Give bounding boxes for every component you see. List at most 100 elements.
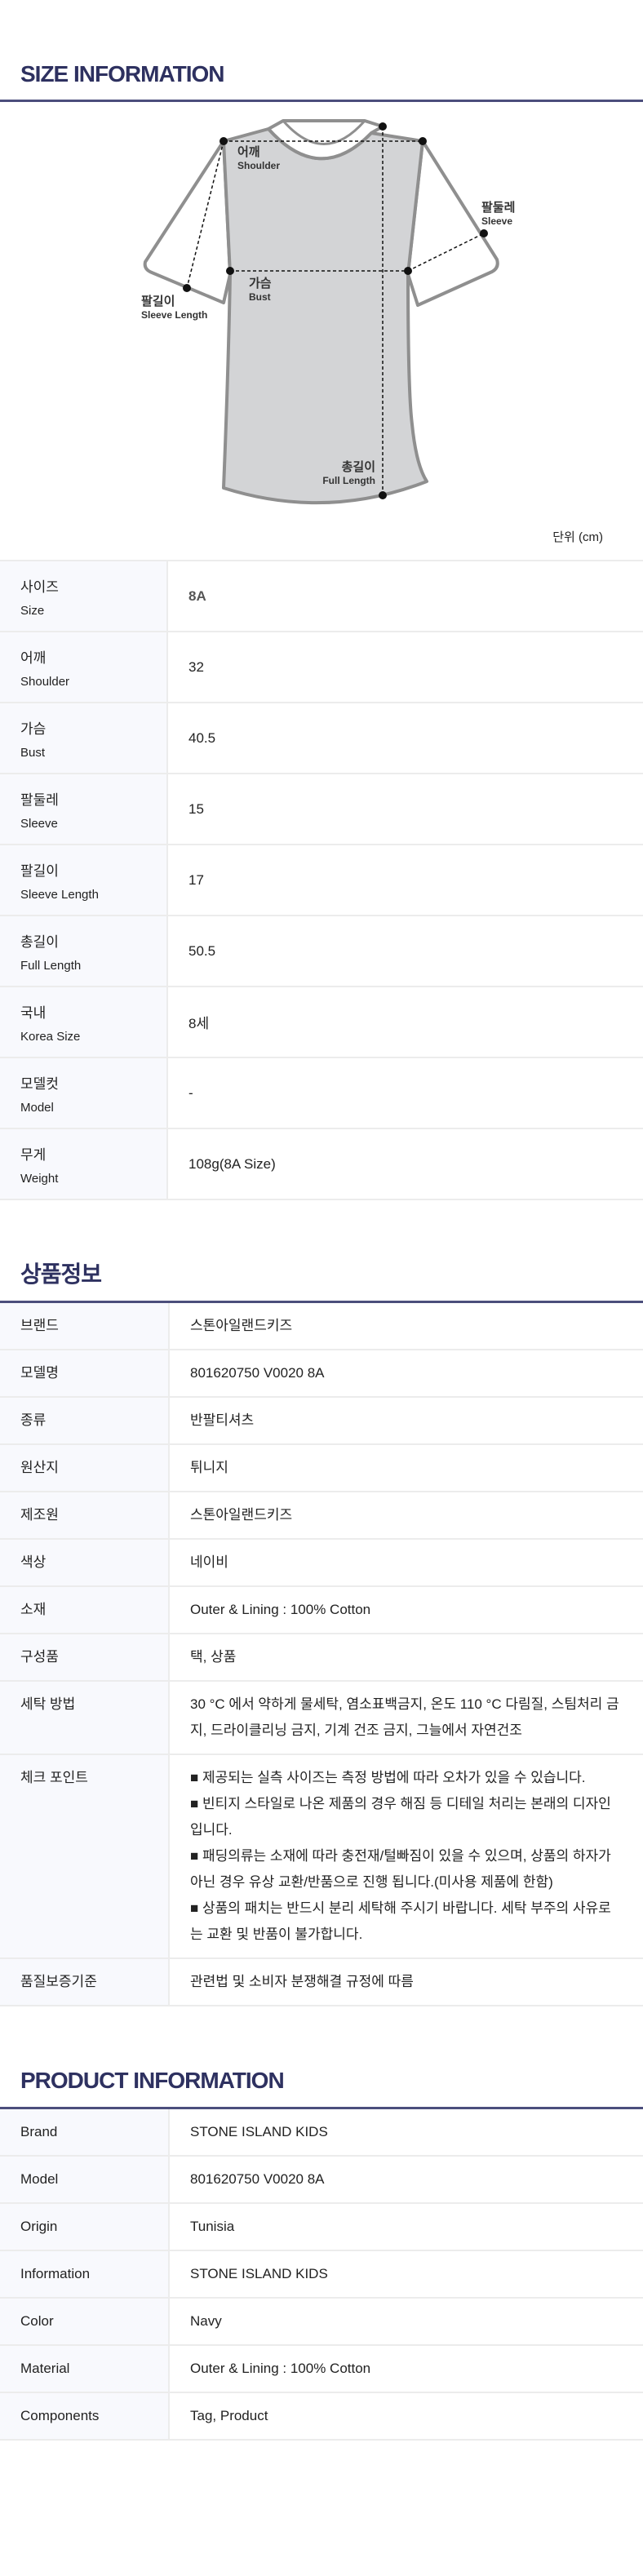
measure-point (480, 229, 488, 237)
row-label-ko: 어깨 (20, 650, 47, 666)
row-label: Material (0, 2346, 170, 2392)
product-info-ko-section: 상품정보 브랜드 스톤아일랜드키즈 모델명 801620750 V0020 8A 종… (0, 1200, 643, 2006)
row-value: 스톤아일랜드키즈 (190, 1507, 293, 1523)
left-sleeve (143, 140, 232, 304)
table-row: 브랜드 스톤아일랜드키즈 (0, 1303, 643, 1350)
table-row: Information STONE ISLAND KIDS (0, 2251, 643, 2299)
table-row: Brand STONE ISLAND KIDS (0, 2109, 643, 2157)
divider (0, 100, 643, 102)
check-point-list: ■ 제공되는 실측 사이즈는 측정 방법에 따라 오차가 있을 수 있습니다. … (170, 1755, 643, 1957)
diagram-label-sleeve-length: 팔길이 Sleeve Length (141, 295, 207, 320)
table-row: 품질보증기준 관련법 및 소비자 분쟁해결 규정에 따름 (0, 1959, 643, 2006)
row-value: 40.5 (188, 729, 216, 746)
measure-point (419, 137, 427, 145)
table-row: Color Navy (0, 2299, 643, 2346)
row-label-ko: 무게 (20, 1147, 47, 1163)
table-row: 구성품 택, 상품 (0, 1634, 643, 1682)
row-label-en: Korea Size (20, 1030, 81, 1044)
row-label-en: Weight (20, 1172, 59, 1186)
size-information-section: SIZE INFORMATION (0, 0, 643, 1200)
label-ko: 가슴 (249, 277, 272, 290)
label-en: Shoulder (237, 160, 281, 171)
product-info-en-table: Brand STONE ISLAND KIDS Model 801620750 V0… (0, 2109, 643, 2441)
row-label-en: Sleeve (20, 817, 58, 831)
table-row: 모델명 801620750 V0020 8A (0, 1350, 643, 1398)
diagram-label-full-length: 총길이 Full Length (322, 461, 375, 485)
row-value: 튀니지 (190, 1460, 228, 1475)
row-label: 세탁 방법 (0, 1682, 170, 1754)
section-title: PRODUCT INFORMATION (20, 2068, 285, 2093)
table-row: 색상 네이비 (0, 1540, 643, 1587)
row-value: 택, 상품 (190, 1649, 237, 1665)
table-row: 가슴 Bust 40.5 (0, 703, 643, 774)
row-label: 품질보증기준 (0, 1959, 170, 2005)
row-value: 801620750 V0020 8A (190, 2171, 325, 2187)
row-value: 스톤아일랜드키즈 (190, 1318, 293, 1333)
table-row: 팔길이 Sleeve Length 17 (0, 845, 643, 916)
label-ko: 총길이 (341, 460, 375, 474)
check-point-item: ■ 빈티지 스타일로 나온 제품의 경우 해짐 등 디테일 처리는 본래의 디자… (190, 1796, 611, 1838)
back-neckline (282, 120, 366, 145)
table-row: Material Outer & Lining : 100% Cotton (0, 2346, 643, 2393)
row-label: 모델명 (0, 1350, 170, 1396)
row-label: 브랜드 (0, 1303, 170, 1349)
row-label-ko: 팔둘레 (20, 792, 59, 808)
table-row: 팔둘레 Sleeve 15 (0, 774, 643, 845)
measure-point (183, 284, 191, 292)
label-ko: 팔길이 (141, 295, 175, 308)
row-value: 반팔티셔츠 (190, 1412, 255, 1428)
row-label: 체크 포인트 (0, 1755, 170, 1957)
divider (0, 2107, 643, 2109)
table-row: 총길이 Full Length 50.5 (0, 916, 643, 987)
table-row: 어깨 Shoulder 32 (0, 632, 643, 703)
row-value: - (188, 1084, 193, 1101)
row-value: Tag, Product (190, 2408, 268, 2423)
tshirt-measurement-diagram (143, 119, 499, 505)
row-label: Origin (0, 2204, 170, 2250)
row-label: Model (0, 2157, 170, 2202)
row-label: Brand (0, 2109, 170, 2155)
row-value: 801620750 V0020 8A (190, 1365, 325, 1381)
section-title: SIZE INFORMATION (20, 61, 224, 86)
size-table: 사이즈 Size 8A 어깨 Shoulder 32 가슴 Bust 40.5 팔둘레 Sle… (0, 560, 643, 1200)
row-value: 32 (188, 658, 204, 675)
measure-point (226, 267, 234, 275)
row-value: 108g(8A Size) (188, 1155, 276, 1172)
sleeve-length-measure-line (186, 140, 224, 289)
label-en: Sleeve Length (141, 309, 208, 321)
row-value: Navy (190, 2313, 222, 2329)
table-row: 제조원 스톤아일랜드키즈 (0, 1492, 643, 1540)
table-row: 모델컷 Model - (0, 1058, 643, 1129)
row-label-ko: 가슴 (20, 721, 47, 737)
label-en: Sleeve (481, 215, 513, 227)
row-value: 17 (188, 871, 204, 888)
unit-label: 단위 (cm) (552, 530, 603, 544)
row-label: Color (0, 2299, 170, 2344)
row-label: 소재 (0, 1587, 170, 1633)
row-label: 구성품 (0, 1634, 170, 1680)
measure-point (220, 137, 228, 145)
right-sleeve (406, 140, 499, 307)
table-row: 소재 Outer & Lining : 100% Cotton (0, 1587, 643, 1634)
table-row: 종류 반팔티셔츠 (0, 1398, 643, 1445)
sleeve-measure-line (407, 233, 485, 272)
row-label: 원산지 (0, 1445, 170, 1491)
measure-point (379, 491, 387, 499)
table-row: 국내 Korea Size 8세 (0, 987, 643, 1058)
row-label: 색상 (0, 1540, 170, 1585)
row-value: Outer & Lining : 100% Cotton (190, 1602, 371, 1617)
row-label-en: Full Length (20, 959, 82, 973)
label-en: Bust (249, 291, 271, 303)
row-value: 8세 (188, 1016, 210, 1031)
diagram-label-shoulder: 어깨 Shoulder (237, 146, 280, 171)
measure-point (379, 122, 387, 131)
diagram-label-bust: 가슴 Bust (249, 277, 272, 302)
garment-body (222, 127, 428, 505)
measure-point (404, 267, 412, 275)
section-title: 상품정보 (20, 1261, 102, 1287)
divider (0, 1301, 643, 1303)
label-en: Full Length (322, 475, 375, 486)
row-label: Information (0, 2251, 170, 2297)
row-label-ko: 총길이 (20, 934, 59, 950)
check-point-item: ■ 상품의 패치는 반드시 분리 세탁해 주시기 바랍니다. 세탁 부주의 사유… (190, 1900, 611, 1942)
